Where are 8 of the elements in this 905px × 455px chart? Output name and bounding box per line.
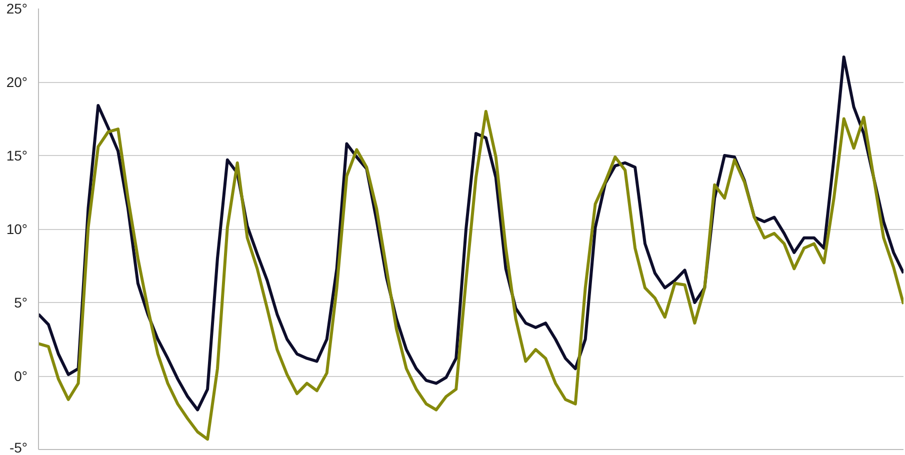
y-tick-label: 20° (6, 74, 28, 90)
y-tick-label: 25° (6, 0, 28, 16)
line-series (38, 110, 904, 441)
y-tick-label: -5° (9, 440, 28, 455)
y-tick-label: 10° (6, 221, 28, 237)
y-tick-label: 15° (6, 148, 28, 164)
y-tick-label: 0° (14, 368, 28, 384)
y-tick-label: 5° (14, 294, 28, 310)
